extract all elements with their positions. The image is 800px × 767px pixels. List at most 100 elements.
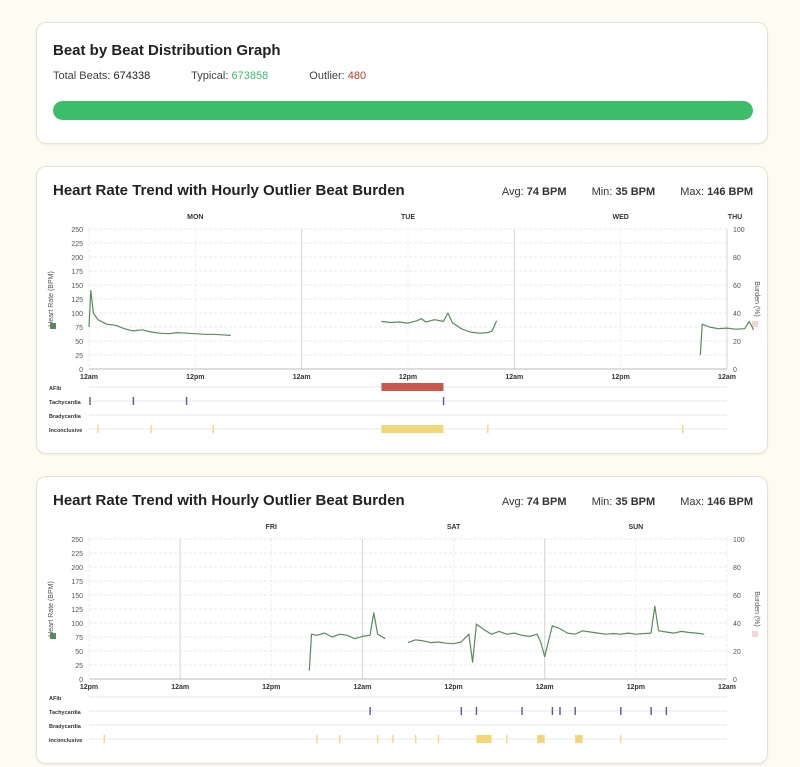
- x-tick-label: 12am: [718, 684, 736, 691]
- hr-min-label: Min:: [591, 186, 613, 198]
- burden-legend-swatch: [752, 321, 758, 327]
- typical-beats: Typical: 673858: [191, 70, 268, 82]
- hr-min: Min: 35 BPM: [592, 496, 656, 508]
- track-event-tick: [460, 707, 462, 715]
- track-event-tick: [150, 425, 152, 433]
- y-tick-label: 50: [75, 649, 83, 656]
- hr-series-line: [88, 289, 231, 336]
- hr-trend-title: Heart Rate Trend with Hourly Outlier Bea…: [53, 492, 405, 509]
- y-tick-label: 150: [71, 593, 83, 600]
- x-tick-label: 12pm: [612, 374, 630, 381]
- y-tick-label: 25: [75, 663, 83, 670]
- y-tick-label: 125: [71, 607, 83, 614]
- track-event-span: [575, 735, 583, 743]
- hr-max: Max: 146 BPM: [680, 496, 753, 508]
- track-event-tick: [521, 707, 523, 715]
- hr-avg: Avg: 74 BPM: [502, 496, 567, 508]
- distribution-bar-typical-fill: [53, 101, 753, 120]
- y2-tick-label: 100: [733, 537, 745, 544]
- hr-avg-value: 74 BPM: [526, 186, 567, 198]
- y-tick-label: 200: [71, 255, 83, 262]
- hr-avg-label: Avg:: [501, 186, 524, 198]
- distribution-card: Beat by Beat Distribution Graph Total Be…: [36, 22, 768, 144]
- y-tick-label: 175: [71, 269, 83, 276]
- y2-tick-label: 20: [733, 649, 741, 656]
- hr-legend-swatch: [50, 323, 56, 329]
- outlier-beats-label: Outlier:: [309, 70, 345, 82]
- track-event-span: [537, 735, 545, 743]
- hr-summary: Avg: 74 BPM Min: 35 BPM Max: 146 BPM: [480, 496, 753, 508]
- hr-min: Min: 35 BPM: [592, 186, 656, 198]
- y2-tick-label: 20: [733, 339, 741, 346]
- outlier-beats-value: 480: [347, 70, 367, 82]
- track-event-tick: [89, 397, 91, 405]
- hr-avg: Avg: 74 BPM: [502, 186, 567, 198]
- hr-series-line: [407, 605, 705, 663]
- x-tick-label: 12am: [171, 684, 189, 691]
- track-event-tick: [103, 735, 105, 743]
- x-tick-label: 12am: [80, 374, 98, 381]
- track-event-tick: [475, 707, 478, 715]
- hr-min-value: 35 BPM: [615, 496, 656, 508]
- track-event-tick: [437, 735, 440, 743]
- track-event-tick: [132, 397, 135, 405]
- hr-max-label: Max:: [680, 186, 705, 198]
- track-label: Tachycardia: [49, 400, 82, 406]
- y-tick-label: 0: [79, 677, 83, 684]
- track-event-tick: [665, 707, 668, 715]
- y-tick-label: 25: [75, 353, 83, 360]
- y-tick-label: 150: [71, 283, 83, 290]
- track-event-tick: [620, 707, 622, 715]
- track-label: Bradycardia: [49, 724, 82, 730]
- x-tick-label: 12pm: [80, 684, 98, 691]
- hr-max-value: 146 BPM: [707, 186, 753, 198]
- x-tick-label: 12pm: [399, 374, 417, 381]
- hr-summary: Avg: 74 BPM Min: 35 BPM Max: 146 BPM: [480, 186, 753, 198]
- track-event-tick: [551, 707, 554, 715]
- total-beats-value: 674338: [113, 70, 151, 82]
- hr-avg-value: 74 BPM: [526, 496, 567, 508]
- hr-min-label: Min:: [591, 496, 613, 508]
- track-event-tick: [316, 735, 318, 743]
- y-tick-label: 175: [71, 579, 83, 586]
- y2-tick-label: 80: [733, 565, 741, 572]
- x-tick-label: 12am: [293, 374, 311, 381]
- distribution-bar: [53, 101, 753, 120]
- day-label: SAT: [447, 524, 461, 531]
- track-event-tick: [369, 707, 371, 715]
- y-tick-label: 250: [71, 537, 83, 544]
- x-tick-label: 12pm: [186, 374, 204, 381]
- track-event-tick: [506, 735, 508, 743]
- day-label: MON: [187, 214, 203, 221]
- hr-trend-card-2: Heart Rate Trend with Hourly Outlier Bea…: [36, 476, 768, 764]
- y-axis-label: Heart Rate (BPM): [48, 271, 55, 327]
- hr-legend-swatch: [50, 633, 56, 639]
- hr-max: Max: 146 BPM: [680, 186, 753, 198]
- track-label: Tachycardia: [49, 710, 82, 716]
- y-axis-label: Heart Rate (BPM): [48, 581, 55, 637]
- hr-series-line: [381, 312, 498, 334]
- track-event-span: [476, 735, 492, 743]
- total-beats-label: Total Beats:: [53, 70, 111, 82]
- hr-max-label: Max:: [680, 496, 705, 508]
- track-label: Bradycardia: [49, 414, 82, 420]
- track-event-tick: [574, 707, 576, 715]
- total-beats: Total Beats: 674338: [53, 70, 150, 82]
- hr-avg-label: Avg:: [501, 496, 524, 508]
- y2-axis-label: Burden (%): [753, 591, 760, 626]
- hr-trend-chart: 0 25 50 75 100 125 150 175 200 225 250 0 20 40 60 80 100…: [48, 214, 760, 434]
- track-event-tick: [185, 397, 188, 405]
- track-label: Inconclusive: [49, 738, 82, 744]
- hr-series-line: [308, 612, 386, 671]
- hr-trend-title: Heart Rate Trend with Hourly Outlier Bea…: [53, 182, 405, 199]
- y-tick-label: 0: [79, 367, 83, 374]
- x-tick-label: 12pm: [627, 684, 645, 691]
- track-event-tick: [97, 425, 99, 433]
- x-tick-label: 12pm: [262, 684, 280, 691]
- y-tick-label: 75: [75, 325, 83, 332]
- burden-legend-swatch: [752, 631, 758, 637]
- track-label: AFib: [49, 386, 62, 392]
- y2-tick-label: 40: [733, 621, 741, 628]
- track-event-tick: [682, 425, 684, 433]
- outlier-beats: Outlier: 480: [309, 70, 366, 82]
